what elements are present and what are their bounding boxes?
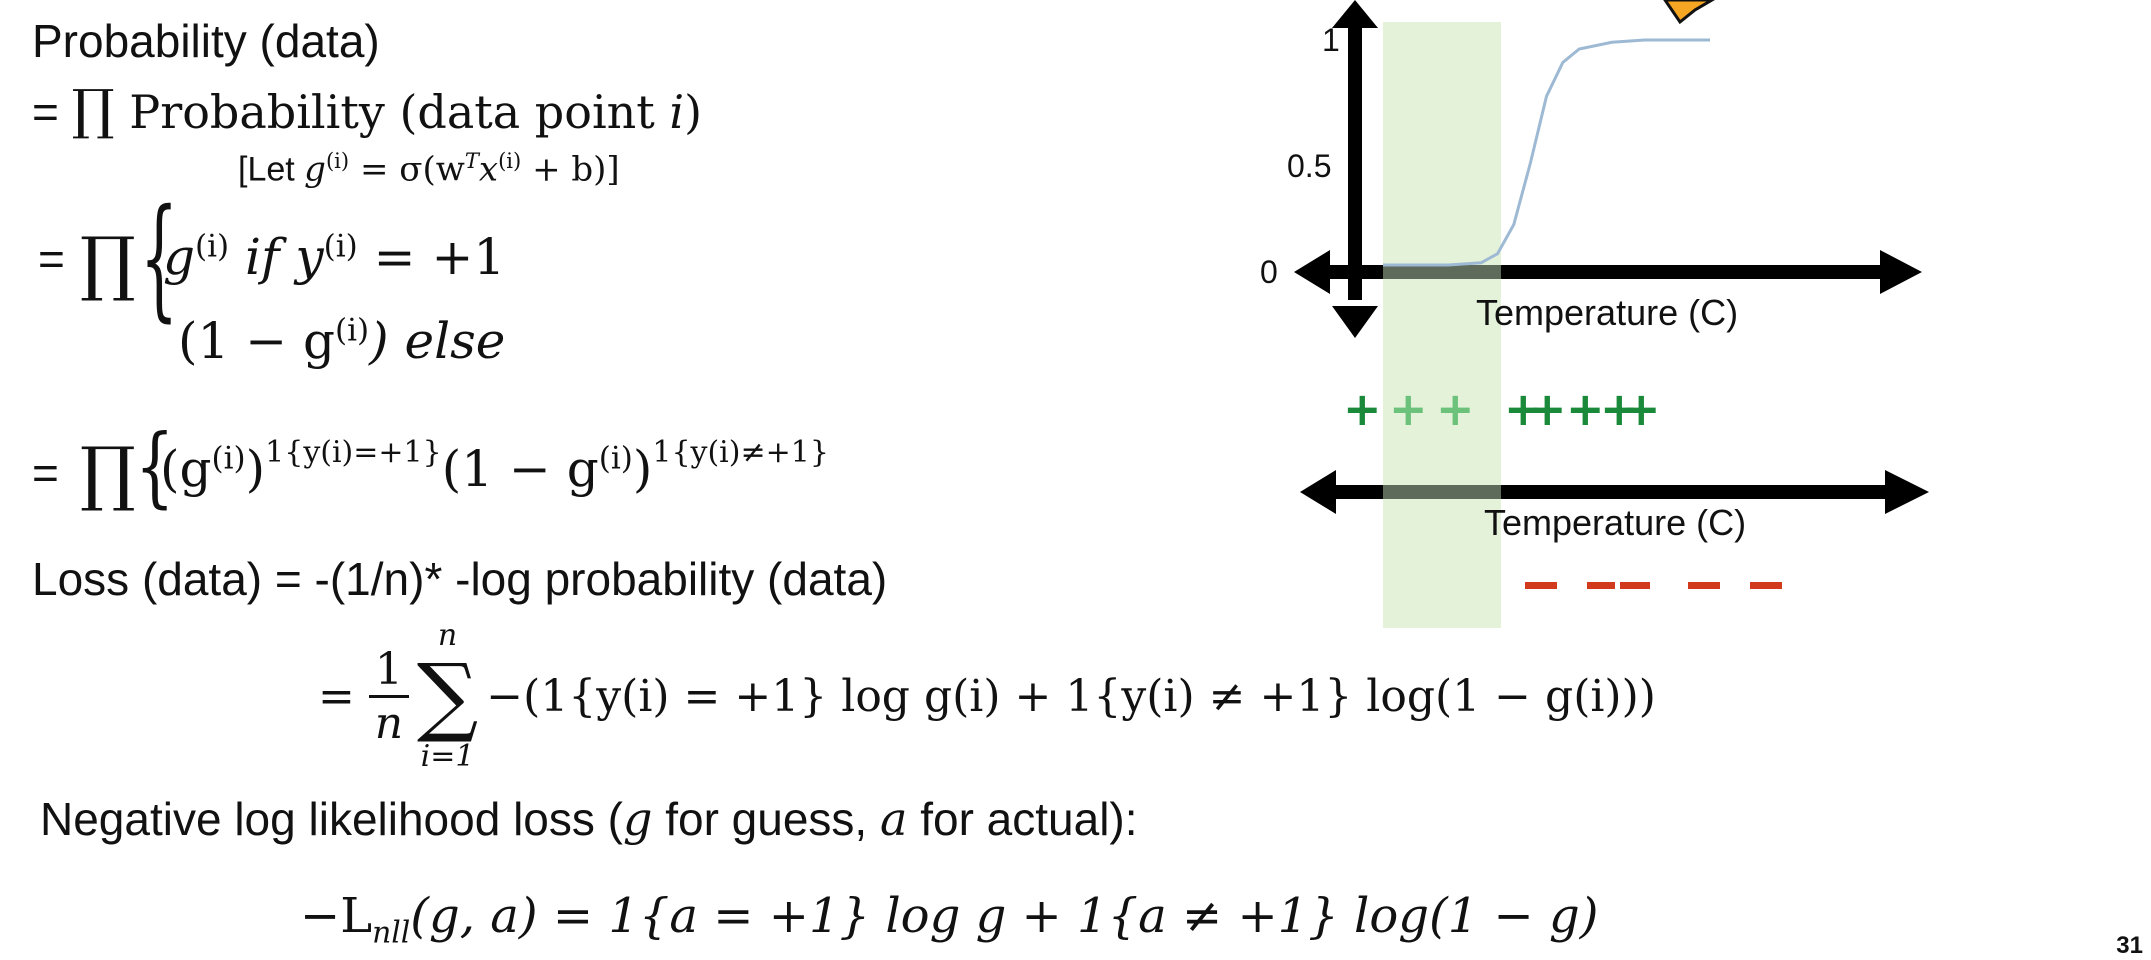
- loss-summation: = 1 n n ∑ i=1 −(1{y(i) = +1} log g(i) + …: [318, 618, 1656, 774]
- plus-marker: +: [1389, 382, 1428, 436]
- nll-title: Negative log likelihood loss (g for gues…: [40, 792, 1138, 846]
- left-brace-2: {: [135, 415, 175, 518]
- case-negative: (1 − g(i)) else: [178, 312, 506, 370]
- bottom-x-axis-arrow-left: [1300, 470, 1336, 514]
- ytick-0: 0: [1260, 254, 1278, 290]
- sum-symbol: n ∑ i=1: [416, 618, 479, 774]
- exp-product-prefix: =: [32, 447, 59, 499]
- minus-marker: [1587, 582, 1615, 589]
- let-definition: [Let g(i) = σ(wTx(i) + b)]: [238, 148, 620, 190]
- top-xlabel: Temperature (C): [1476, 292, 1739, 333]
- slide-number: 31: [2116, 932, 2143, 959]
- plus-marker: +: [1343, 382, 1382, 436]
- indicator-product: (g(i))1{y(i)=+1}(1 − g(i))1{y(i)≠+1}: [160, 435, 829, 498]
- plus-marker: +: [1622, 382, 1661, 436]
- sigmoid-curve: [1383, 38, 1710, 267]
- ytick-0-5: 0.5: [1287, 148, 1332, 184]
- minus-marker: [1620, 582, 1650, 589]
- plus-marker: +: [1600, 382, 1639, 436]
- case-positive: g(i) if y(i) = +1: [163, 228, 506, 286]
- bottom-xlabel: Temperature (C): [1484, 502, 1747, 543]
- y-axis-arrow-up: [1332, 0, 1378, 28]
- plus-marker: +: [1566, 382, 1605, 436]
- bottom-axis-band-overlay: [1383, 485, 1501, 499]
- plus-marker: +: [1528, 382, 1567, 436]
- top-axis-band-overlay: [1383, 265, 1501, 279]
- plus-marker: +: [1436, 382, 1475, 436]
- product-symbol: ∏: [80, 222, 136, 304]
- minus-marker: [1750, 582, 1782, 589]
- nll-formula: −Lnll(g, a) = 1{a = +1} log g + 1{a ≠ +1…: [300, 888, 1599, 951]
- loss-definition: Loss (data) = -(1/n)* -log probability (…: [32, 553, 888, 605]
- orange-shape: [1663, 0, 1715, 25]
- minus-marker: [1525, 582, 1557, 589]
- minus-marker: [1688, 582, 1720, 589]
- fraction-one-over-n: 1 n: [368, 644, 409, 749]
- plus-marker: +: [1504, 382, 1543, 436]
- highlight-band: [1383, 22, 1501, 628]
- top-x-axis-arrow-left: [1294, 250, 1330, 294]
- piecewise-product: =: [38, 233, 65, 285]
- bottom-x-axis-arrow-right: [1885, 470, 1929, 514]
- line-product-probability: = ∏ Probability (data point i): [32, 78, 703, 141]
- ytick-1: 1: [1322, 22, 1340, 58]
- product-symbol-2: ∏: [80, 432, 136, 514]
- left-brace: {: [140, 182, 179, 336]
- y-axis-arrow-down: [1332, 306, 1378, 338]
- top-x-axis-arrow-right: [1880, 250, 1922, 294]
- line-probability-data: Probability (data): [32, 15, 380, 67]
